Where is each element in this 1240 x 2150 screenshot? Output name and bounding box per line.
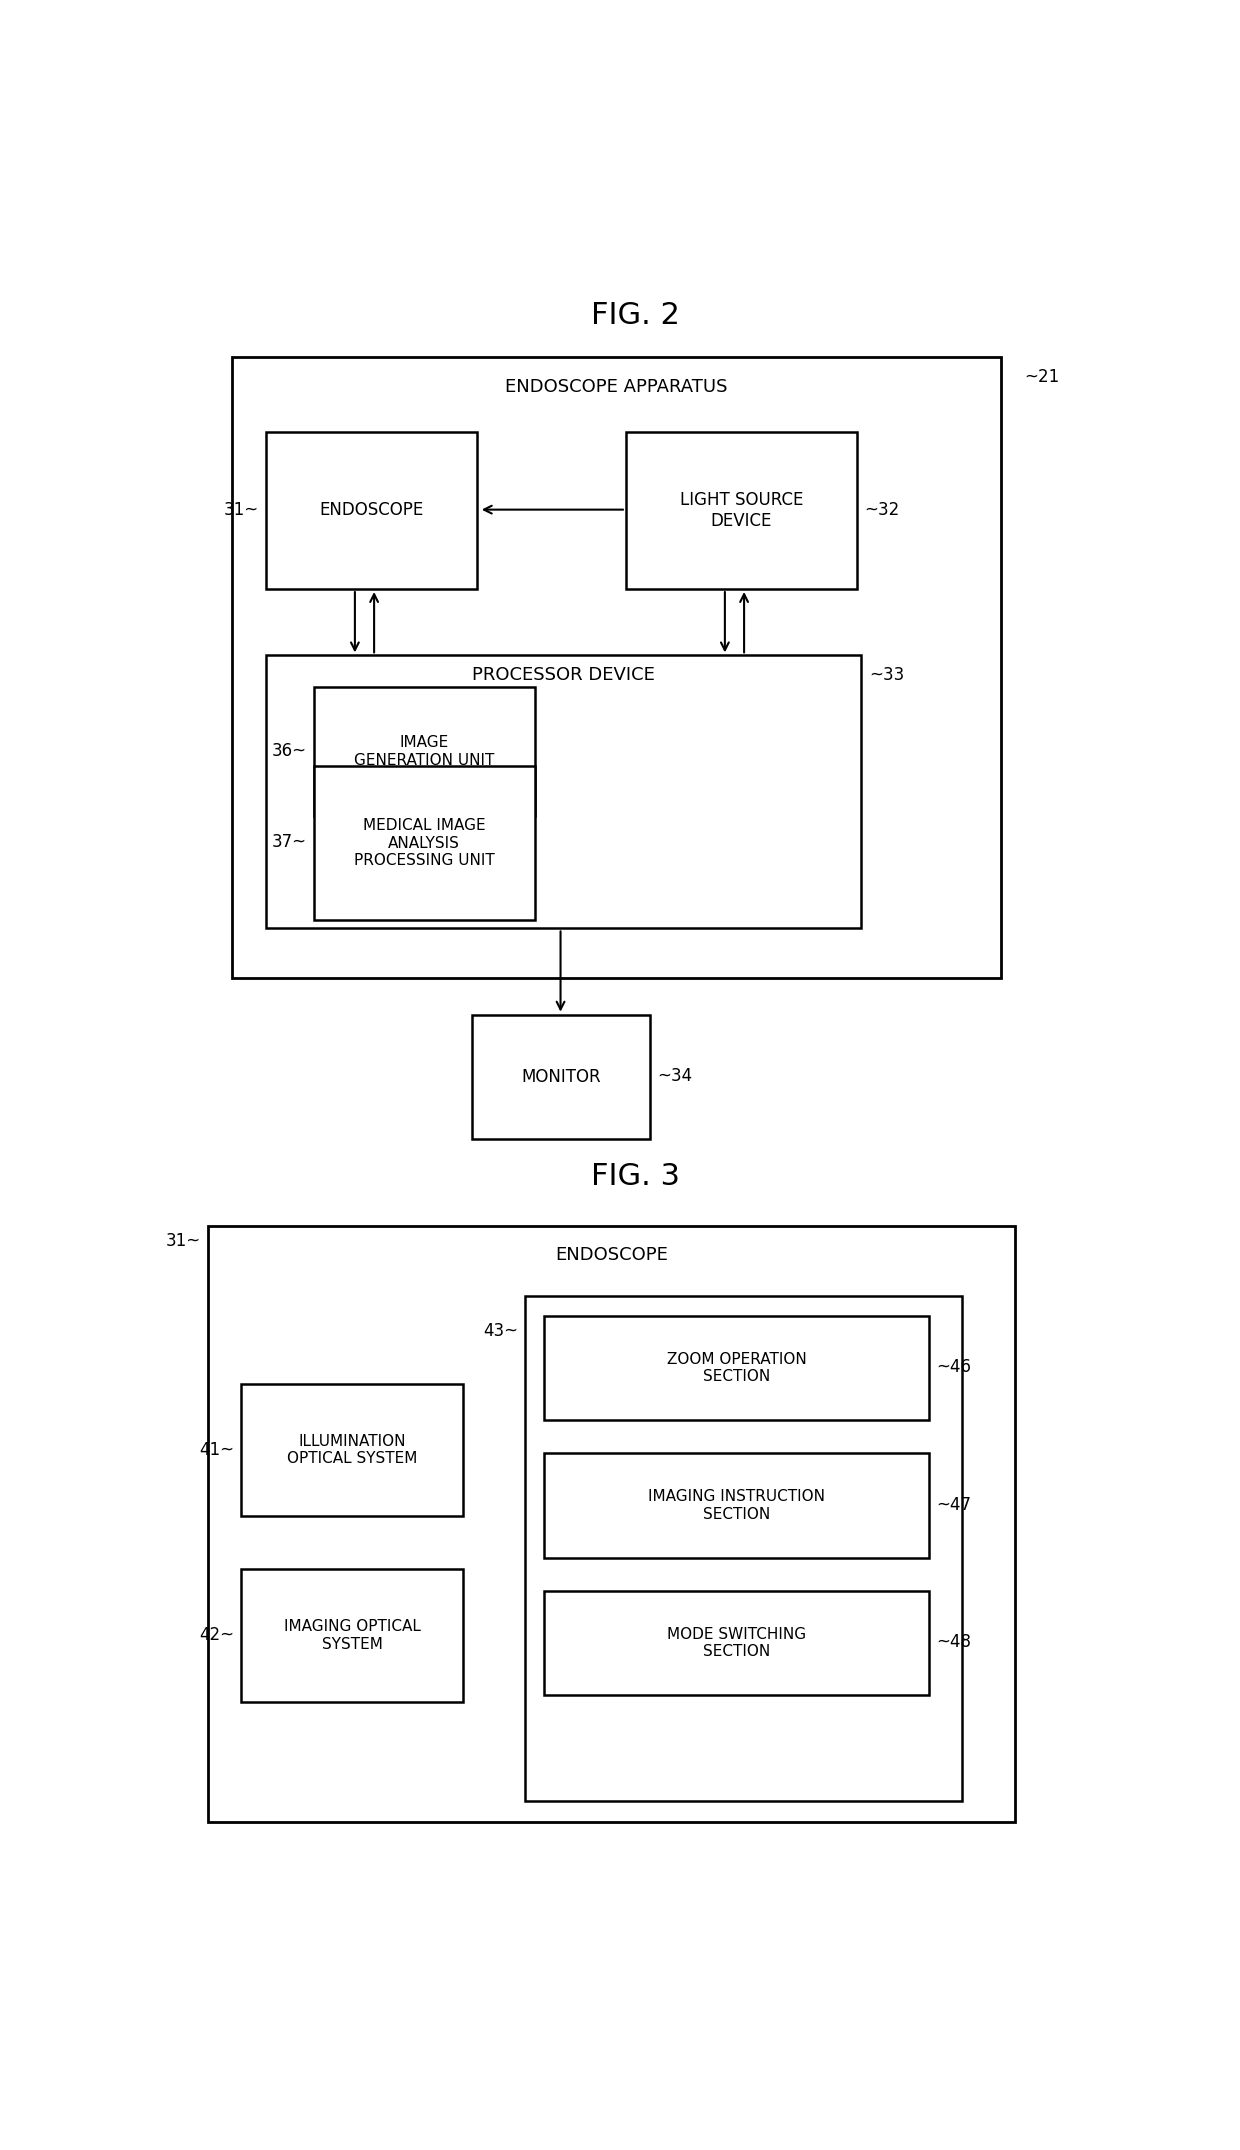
Bar xyxy=(544,1453,929,1557)
Bar xyxy=(525,1296,962,1802)
Bar xyxy=(314,765,534,920)
Text: PROCESSOR DEVICE: PROCESSOR DEVICE xyxy=(472,666,655,684)
Text: IMAGING INSTRUCTION
SECTION: IMAGING INSTRUCTION SECTION xyxy=(649,1490,825,1522)
Text: 36~: 36~ xyxy=(272,742,306,761)
Bar xyxy=(265,656,862,929)
Text: ZOOM OPERATION
SECTION: ZOOM OPERATION SECTION xyxy=(667,1352,806,1385)
Text: 37~: 37~ xyxy=(272,834,306,851)
Text: ~33: ~33 xyxy=(869,666,904,684)
Bar xyxy=(242,1385,463,1516)
Text: ENDOSCOPE: ENDOSCOPE xyxy=(556,1245,668,1264)
Text: ~21: ~21 xyxy=(1024,368,1060,387)
Bar xyxy=(208,1226,1016,1823)
Bar xyxy=(232,357,1001,978)
Text: ~47: ~47 xyxy=(936,1496,971,1514)
Text: FIG. 3: FIG. 3 xyxy=(591,1163,680,1191)
Text: ENDOSCOPE APPARATUS: ENDOSCOPE APPARATUS xyxy=(505,378,728,396)
Text: 41~: 41~ xyxy=(200,1440,234,1460)
Bar xyxy=(472,1015,650,1140)
Text: ~48: ~48 xyxy=(936,1634,971,1651)
Bar xyxy=(544,1316,929,1421)
Text: 43~: 43~ xyxy=(484,1322,518,1339)
Bar xyxy=(626,432,857,589)
Text: ENDOSCOPE: ENDOSCOPE xyxy=(319,501,423,520)
Text: MODE SWITCHING
SECTION: MODE SWITCHING SECTION xyxy=(667,1628,806,1660)
Text: 31~: 31~ xyxy=(166,1232,201,1251)
Bar xyxy=(314,686,534,815)
Text: ~34: ~34 xyxy=(657,1066,693,1086)
Text: ~46: ~46 xyxy=(936,1359,971,1376)
Text: IMAGING OPTICAL
SYSTEM: IMAGING OPTICAL SYSTEM xyxy=(284,1619,420,1651)
Text: 42~: 42~ xyxy=(200,1625,234,1645)
Text: ILLUMINATION
OPTICAL SYSTEM: ILLUMINATION OPTICAL SYSTEM xyxy=(286,1434,417,1466)
Text: LIGHT SOURCE
DEVICE: LIGHT SOURCE DEVICE xyxy=(680,490,802,529)
Text: 31~: 31~ xyxy=(223,501,259,518)
Text: FIG. 2: FIG. 2 xyxy=(591,301,680,331)
Bar xyxy=(265,432,477,589)
Text: IMAGE
GENERATION UNIT: IMAGE GENERATION UNIT xyxy=(353,735,495,768)
Text: MEDICAL IMAGE
ANALYSIS
PROCESSING UNIT: MEDICAL IMAGE ANALYSIS PROCESSING UNIT xyxy=(353,819,495,869)
Text: MONITOR: MONITOR xyxy=(521,1069,601,1086)
Text: ~32: ~32 xyxy=(864,501,899,518)
Bar xyxy=(242,1570,463,1701)
Bar xyxy=(544,1591,929,1694)
